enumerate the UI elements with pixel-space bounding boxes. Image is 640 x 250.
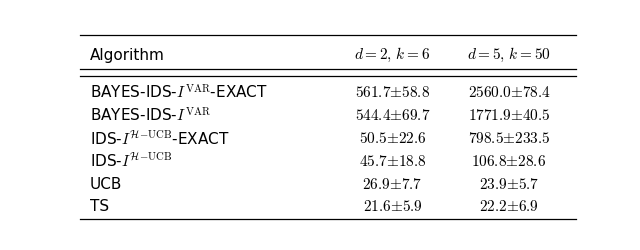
- Text: $50.5{\pm}22.6$: $50.5{\pm}22.6$: [358, 130, 426, 146]
- Text: $d=2,\,k=6$: $d=2,\,k=6$: [355, 46, 431, 64]
- Text: $21.6{\pm}5.9$: $21.6{\pm}5.9$: [362, 199, 422, 214]
- Text: $1771.9{\pm}40.5$: $1771.9{\pm}40.5$: [468, 108, 550, 123]
- Text: $45.7{\pm}18.8$: $45.7{\pm}18.8$: [358, 153, 426, 168]
- Text: $23.9{\pm}5.7$: $23.9{\pm}5.7$: [479, 176, 539, 191]
- Text: $106.8{\pm}28.6$: $106.8{\pm}28.6$: [472, 153, 547, 168]
- Text: IDS-$I^{\mathcal{H}\mathrm{-UCB}}$-EXACT: IDS-$I^{\mathcal{H}\mathrm{-UCB}}$-EXACT: [90, 129, 230, 147]
- Text: $26.9{\pm}7.7$: $26.9{\pm}7.7$: [362, 176, 422, 191]
- Text: TS: TS: [90, 199, 109, 214]
- Text: UCB: UCB: [90, 176, 122, 191]
- Text: IDS-$I^{\mathcal{H}\mathrm{-UCB}}$: IDS-$I^{\mathcal{H}\mathrm{-UCB}}$: [90, 152, 172, 170]
- Text: $544.4{\pm}69.7$: $544.4{\pm}69.7$: [355, 108, 430, 123]
- Text: BAYES-IDS-$I^{\mathrm{VAR}}$: BAYES-IDS-$I^{\mathrm{VAR}}$: [90, 106, 211, 124]
- Text: $2560.0{\pm}78.4$: $2560.0{\pm}78.4$: [467, 85, 550, 100]
- Text: $561.7{\pm}58.8$: $561.7{\pm}58.8$: [355, 85, 430, 100]
- Text: $d=5,\,k=50$: $d=5,\,k=50$: [467, 46, 551, 64]
- Text: Algorithm: Algorithm: [90, 48, 164, 62]
- Text: BAYES-IDS-$I^{\mathrm{VAR}}$-EXACT: BAYES-IDS-$I^{\mathrm{VAR}}$-EXACT: [90, 84, 268, 102]
- Text: $22.2{\pm}6.9$: $22.2{\pm}6.9$: [479, 199, 539, 214]
- Text: $798.5{\pm}233.5$: $798.5{\pm}233.5$: [468, 130, 550, 146]
